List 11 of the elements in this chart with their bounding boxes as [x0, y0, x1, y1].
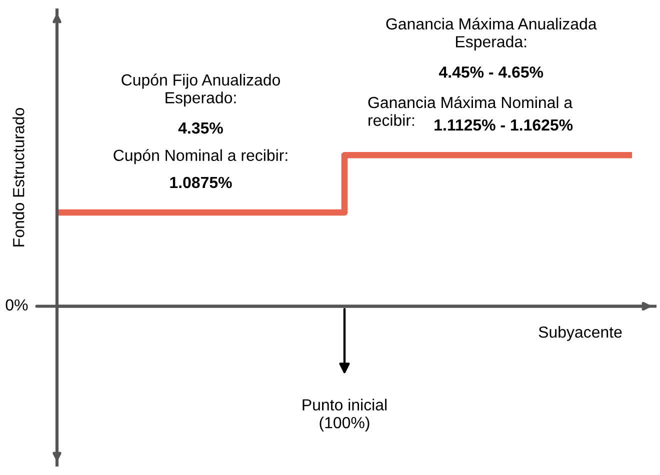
text: Punto inicial (100%) [302, 398, 386, 432]
text: 4.35% [178, 122, 223, 134]
x-axis-title: Subyacente [538, 326, 622, 341]
text: 0% [6, 299, 28, 311]
y-axis-title: Fondo Estructurado [12, 108, 24, 246]
text: 4.45% - 4.65% [438, 66, 544, 78]
text: Ganancia Máxima Anualizada Esperada: [386, 18, 597, 51]
annotation: 1.0875% [170, 176, 232, 188]
annotation: Cupón Nominal a recibir: [114, 149, 288, 164]
text: 1.1125% - 1.1625% [434, 119, 573, 131]
text: Cupón Fijo Anualizado Esperado: [122, 74, 280, 107]
